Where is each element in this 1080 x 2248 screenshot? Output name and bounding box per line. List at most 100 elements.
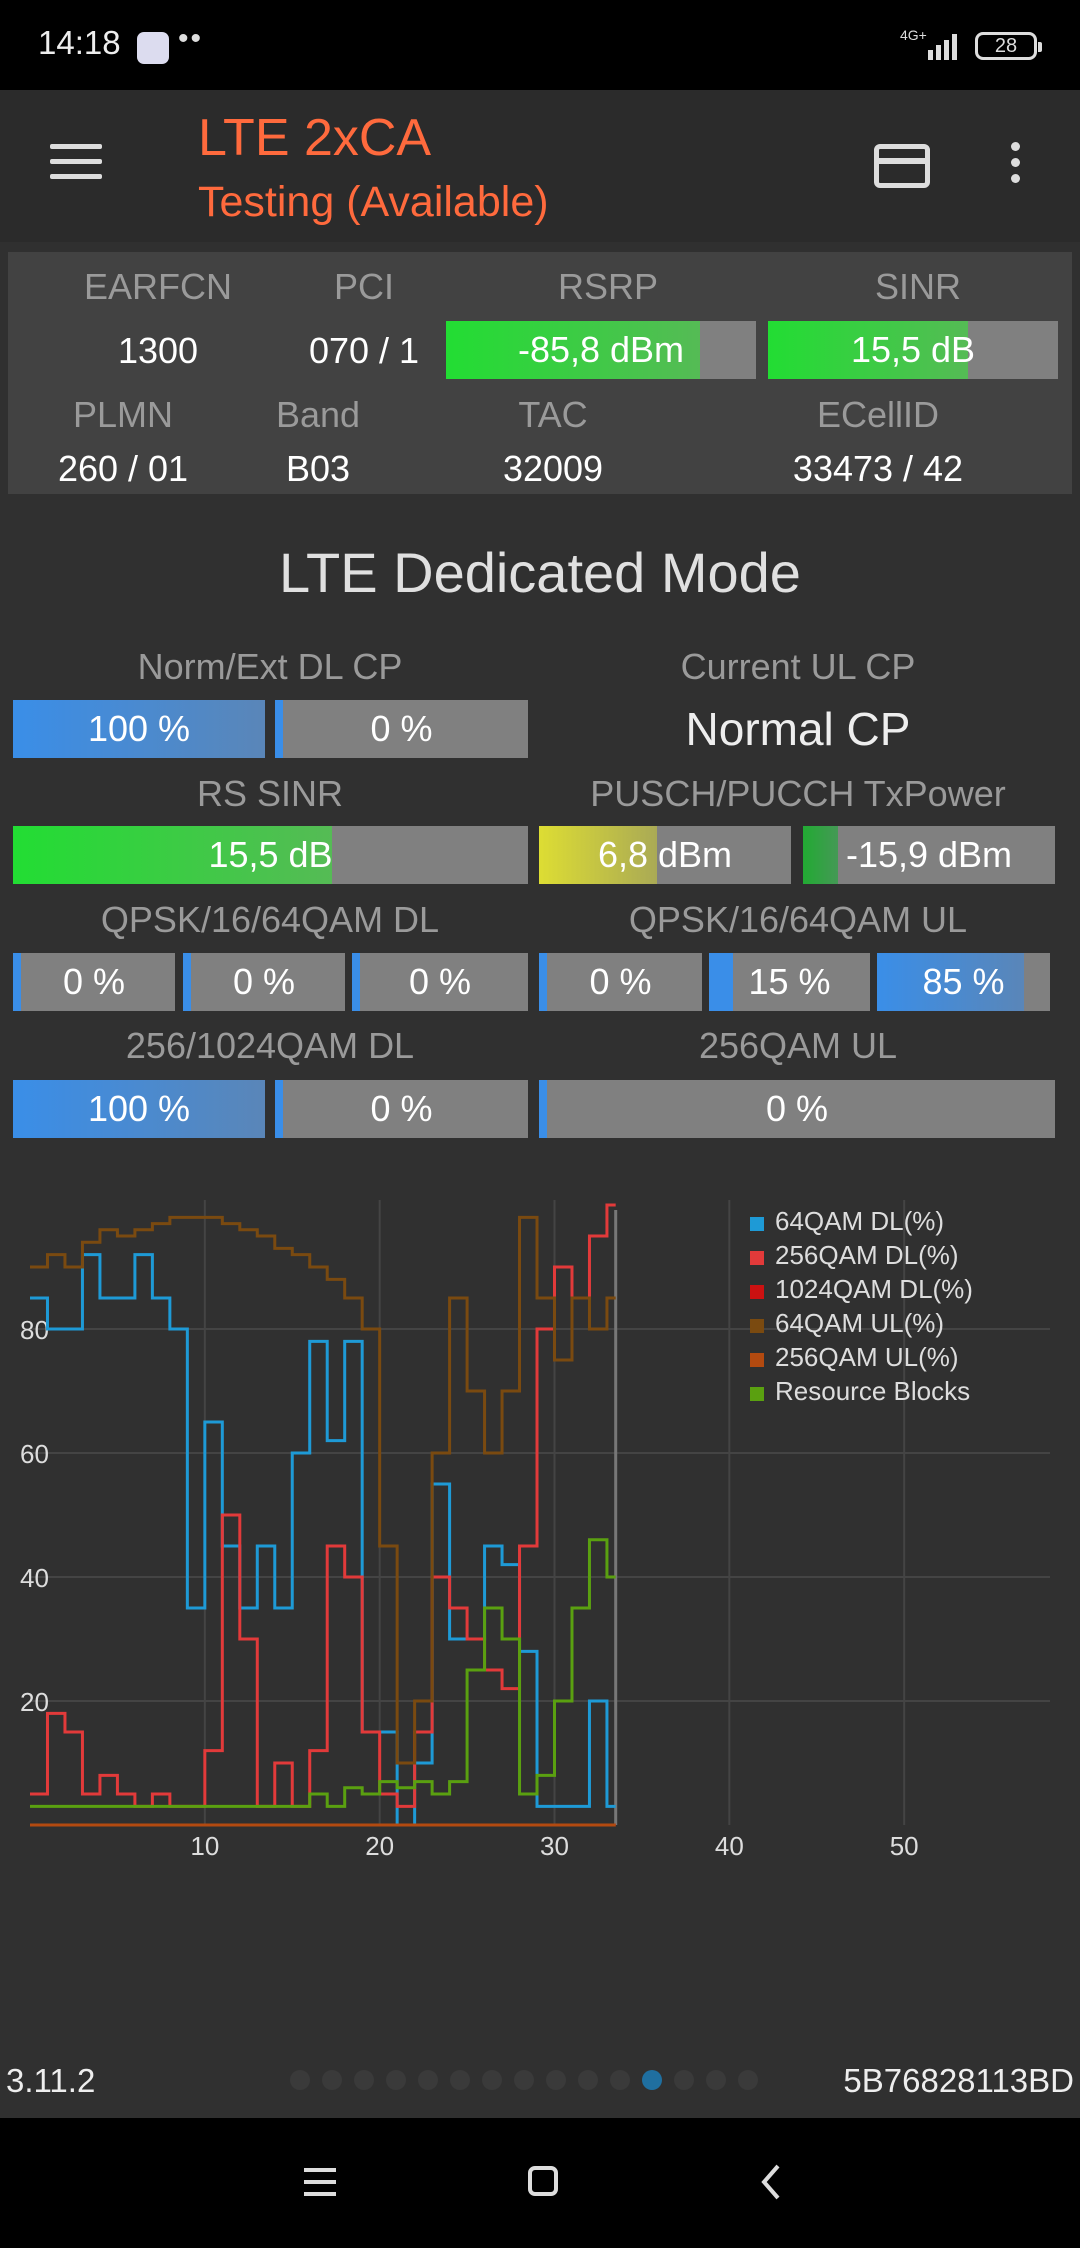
modulation-history-chart: 10 20 30 40 50 20 40 60 80 64QAM DL(%) 256QAM DL(%…	[20, 1200, 1050, 1860]
band-label: Band	[275, 394, 361, 435]
dl-1024qam-fill	[275, 1080, 283, 1138]
ul-16qam-bar: 15 %	[709, 953, 870, 1011]
pucch-power-bar: -15,9 dBm	[803, 826, 1055, 884]
y-tick-label: 20	[20, 1687, 49, 1717]
legend-swatch	[750, 1285, 764, 1299]
plmn-value: 260 / 01	[57, 448, 189, 489]
dl-16qam-value: 0 %	[232, 961, 296, 1002]
dl-16qam-fill	[183, 953, 191, 1011]
status-bar: 14:18 •• 4G+ 28	[0, 0, 1080, 90]
rsrp-fill	[446, 321, 701, 379]
ul-qpsk-bar: 0 %	[539, 953, 702, 1011]
rsrp-value: -85,8 dBm	[517, 329, 685, 370]
dl-64qam-value: 0 %	[408, 961, 472, 1002]
pci-value: 070 / 1	[308, 330, 420, 371]
legend-label: 256QAM DL(%)	[775, 1240, 959, 1270]
dl-qpsk-value: 0 %	[62, 961, 126, 1002]
page-dot[interactable]	[738, 2070, 758, 2090]
dl-cp-extended-bar: 0 %	[275, 700, 528, 758]
page-dot[interactable]	[450, 2070, 470, 2090]
y-tick-label: 60	[20, 1439, 49, 1469]
rs-sinr-label: RS SINR	[196, 773, 344, 814]
page-dot[interactable]	[322, 2070, 342, 2090]
ul-256qam-fill	[539, 1080, 547, 1138]
series-line	[30, 1203, 616, 1808]
network-type: 4G+	[900, 27, 927, 43]
x-tick-label: 50	[890, 1831, 919, 1860]
card-icon[interactable]	[874, 144, 930, 188]
page-dot[interactable]	[706, 2070, 726, 2090]
dl-cp-label: Norm/Ext DL CP	[137, 646, 403, 687]
ul-256qam-value: 0 %	[765, 1088, 829, 1129]
ul-16qam-fill	[709, 953, 734, 1011]
page-dot[interactable]	[610, 2070, 630, 2090]
back-button[interactable]	[756, 2162, 786, 2202]
series-line	[30, 1538, 616, 1808]
legend-label: 64QAM UL(%)	[775, 1308, 944, 1338]
pucch-power-value: -15,9 dBm	[845, 834, 1013, 875]
rs-sinr-fill	[13, 826, 333, 884]
dl-16qam-bar: 0 %	[183, 953, 345, 1011]
page-indicator[interactable]	[290, 2070, 770, 2094]
legend-swatch	[750, 1251, 764, 1265]
page-dot[interactable]	[386, 2070, 406, 2090]
home-button[interactable]	[528, 2166, 558, 2196]
ul-64qam-bar: 85 %	[877, 953, 1050, 1011]
more-options-icon[interactable]	[1008, 142, 1022, 192]
pusch-power-value: 6,8 dBm	[597, 834, 733, 875]
dl-modulation-label: QPSK/16/64QAM DL	[100, 899, 440, 940]
rs-sinr-value: 15,5 dB	[208, 834, 333, 875]
page-dot[interactable]	[418, 2070, 438, 2090]
dl-qpsk-fill	[13, 953, 21, 1011]
y-tick-label: 80	[20, 1315, 49, 1345]
rs-sinr-bar: 15,5 dB	[13, 826, 528, 884]
page-dot[interactable]	[642, 2070, 662, 2090]
sinr-label: SINR	[874, 266, 961, 307]
legend-swatch	[750, 1387, 764, 1401]
menu-icon[interactable]	[50, 144, 102, 184]
sinr-value: 15,5 dB	[850, 329, 976, 370]
ul-qpsk-value: 0 %	[589, 961, 652, 1002]
legend-label: 256QAM UL(%)	[775, 1342, 959, 1372]
app-bar: LTE 2xCA Testing (Available)	[0, 90, 1080, 242]
x-tick-label: 40	[715, 1831, 744, 1860]
page-dot[interactable]	[674, 2070, 694, 2090]
dl-cp-extended-value: 0 %	[370, 708, 433, 749]
device-id: 5B76828113BD	[843, 2062, 1074, 2099]
page-dot[interactable]	[514, 2070, 534, 2090]
status-time: 14:18	[38, 24, 121, 61]
dl-256qam-bar: 100 %	[13, 1080, 265, 1138]
app-version: 3.11.2	[6, 2062, 96, 2099]
x-tick-label: 10	[190, 1831, 219, 1860]
ul-64qam-fill	[877, 953, 1025, 1011]
ecellid-value: 33473 / 42	[792, 448, 964, 489]
notification-icon	[137, 32, 169, 64]
recents-button[interactable]	[304, 2168, 336, 2196]
ul-cp-value: Normal CP	[685, 703, 911, 755]
page-dot[interactable]	[354, 2070, 374, 2090]
system-nav-bar	[0, 2118, 1080, 2248]
dl-256qam-fill	[13, 1080, 265, 1138]
dl-64qam-fill	[352, 953, 360, 1011]
x-tick-label: 30	[540, 1831, 569, 1860]
ul-qpsk-fill	[539, 953, 547, 1011]
ul-modulation-label: QPSK/16/64QAM UL	[628, 899, 968, 940]
page-dot[interactable]	[578, 2070, 598, 2090]
dl-qpsk-bar: 0 %	[13, 953, 175, 1011]
page-dot[interactable]	[546, 2070, 566, 2090]
app-title: LTE 2xCA	[198, 109, 432, 167]
page-dot[interactable]	[290, 2070, 310, 2090]
y-tick-label: 40	[20, 1563, 49, 1593]
ul-cp-label: Current UL CP	[680, 646, 916, 687]
page-dot[interactable]	[482, 2070, 502, 2090]
ecellid-label: ECellID	[816, 394, 940, 435]
band-value: B03	[285, 448, 351, 489]
battery-icon: 28	[975, 32, 1042, 60]
series-line	[30, 1253, 616, 1827]
legend-swatch	[750, 1353, 764, 1367]
tac-label: TAC	[518, 394, 588, 435]
txpower-label: PUSCH/PUCCH TxPower	[590, 773, 1006, 814]
plmn-label: PLMN	[72, 394, 174, 435]
tac-value: 32009	[502, 448, 604, 489]
dl-256qam-label: 256/1024QAM DL	[125, 1025, 415, 1066]
